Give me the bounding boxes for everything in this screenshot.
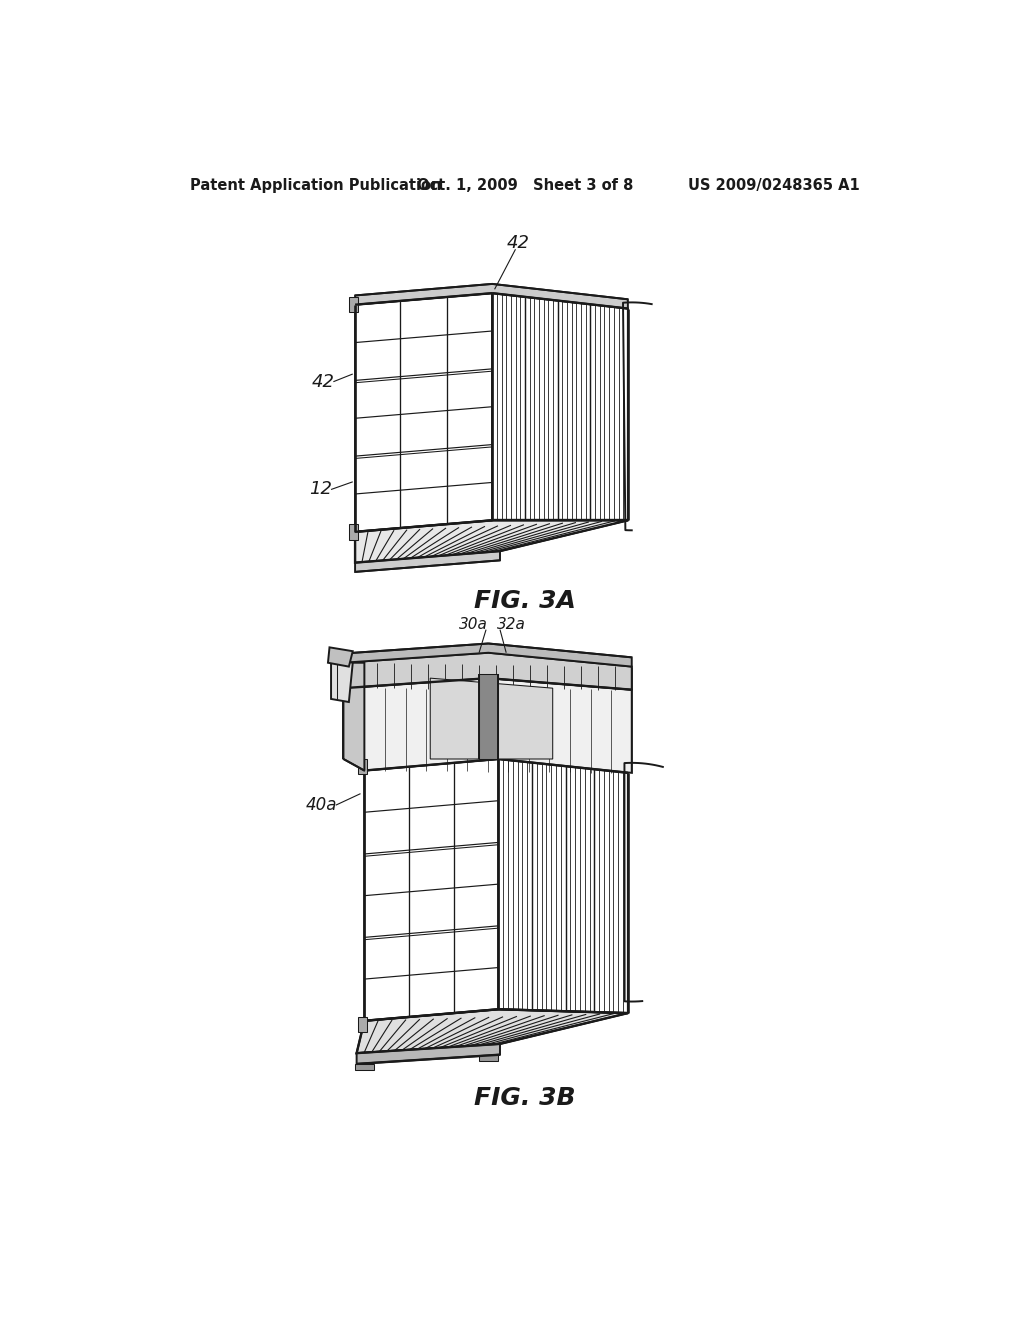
- Polygon shape: [365, 759, 499, 1020]
- Polygon shape: [331, 659, 352, 702]
- Polygon shape: [479, 675, 498, 759]
- Polygon shape: [355, 520, 628, 562]
- Text: Patent Application Publication: Patent Application Publication: [190, 178, 441, 193]
- Polygon shape: [343, 663, 365, 771]
- Polygon shape: [356, 1010, 628, 1053]
- Polygon shape: [355, 520, 628, 562]
- Polygon shape: [355, 293, 493, 532]
- Polygon shape: [358, 1016, 368, 1032]
- Text: 30a: 30a: [459, 616, 487, 632]
- Polygon shape: [343, 644, 632, 667]
- Text: 42: 42: [311, 372, 335, 391]
- Polygon shape: [479, 1055, 498, 1061]
- Polygon shape: [343, 678, 632, 774]
- Polygon shape: [349, 524, 358, 540]
- Polygon shape: [328, 647, 352, 667]
- Text: FIG. 3B: FIG. 3B: [474, 1086, 575, 1110]
- Polygon shape: [349, 297, 358, 313]
- Text: 12: 12: [308, 480, 332, 499]
- Polygon shape: [343, 653, 632, 689]
- Polygon shape: [499, 759, 628, 1014]
- Polygon shape: [358, 759, 368, 775]
- Text: US 2009/0248365 A1: US 2009/0248365 A1: [688, 178, 859, 193]
- Polygon shape: [356, 1044, 500, 1064]
- Text: 32a: 32a: [497, 616, 525, 632]
- Polygon shape: [430, 678, 553, 759]
- Text: FIG. 3A: FIG. 3A: [474, 589, 575, 614]
- Text: Oct. 1, 2009   Sheet 3 of 8: Oct. 1, 2009 Sheet 3 of 8: [417, 178, 633, 193]
- Polygon shape: [493, 293, 628, 520]
- Polygon shape: [355, 552, 500, 572]
- Polygon shape: [355, 1064, 374, 1071]
- Text: 40a: 40a: [306, 796, 338, 814]
- Polygon shape: [355, 284, 628, 309]
- Text: 42: 42: [507, 234, 530, 252]
